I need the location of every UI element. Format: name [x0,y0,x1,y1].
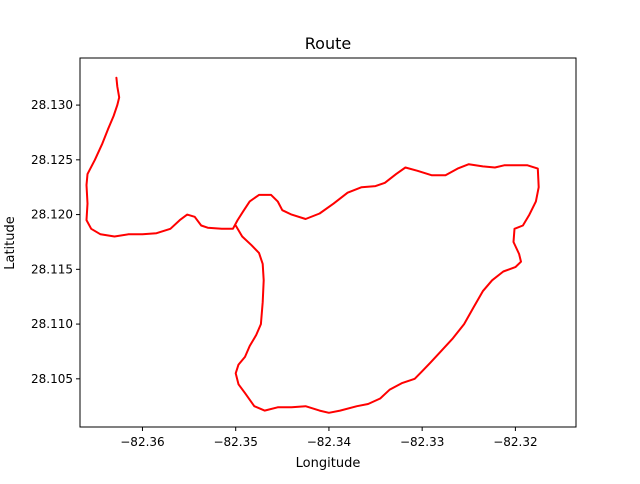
y-tick-label: 28.110 [31,317,73,331]
axis-ticks: −82.36 −82.35 −82.34 −82.33 −82.32 28.105 28.1… [31,98,538,449]
y-tick-label: 28.120 [31,208,73,222]
x-axis-label: Longitude [296,456,361,471]
y-tick-label: 28.105 [31,372,73,386]
x-tick-label: −82.36 [120,435,164,449]
y-tick-label: 28.130 [31,98,73,112]
x-tick-label: −82.33 [400,435,444,449]
x-tick-label: −82.35 [213,435,257,449]
y-tick-label: 28.115 [31,262,73,276]
y-axis-label: Latitude [3,216,18,270]
x-tick-label: −82.34 [307,435,351,449]
x-tick-label: −82.32 [493,435,537,449]
y-tick-label: 28.125 [31,153,73,167]
plot-frame [79,57,577,428]
route-line [85,76,540,414]
chart-title: Route [305,34,351,53]
